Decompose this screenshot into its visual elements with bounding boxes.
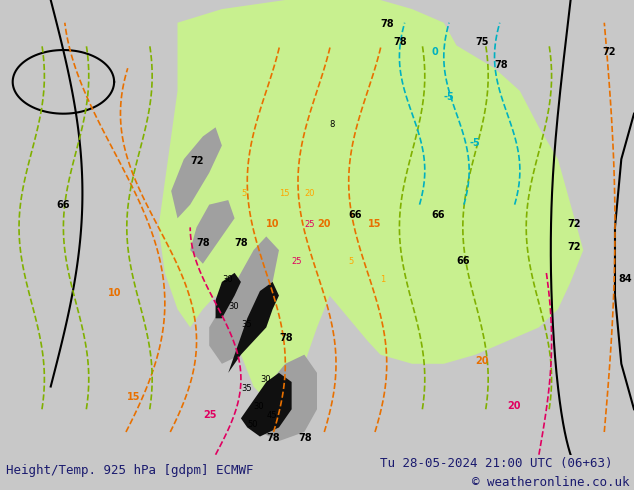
Text: 1: 1 <box>380 275 385 284</box>
Text: 30: 30 <box>254 402 264 411</box>
Text: -5: -5 <box>469 138 480 147</box>
Text: 5: 5 <box>241 189 246 197</box>
Polygon shape <box>209 237 279 364</box>
Polygon shape <box>254 355 317 441</box>
Polygon shape <box>241 373 292 437</box>
Polygon shape <box>190 200 235 264</box>
Text: 78: 78 <box>495 60 508 70</box>
Text: 8: 8 <box>330 121 335 129</box>
Text: 25: 25 <box>304 220 315 229</box>
Text: 10: 10 <box>266 220 280 229</box>
Text: 15: 15 <box>368 220 381 229</box>
Text: 30: 30 <box>260 375 271 384</box>
Text: 78: 78 <box>393 37 406 48</box>
Text: 72: 72 <box>567 220 581 229</box>
Text: 78: 78 <box>298 433 311 443</box>
Text: 5: 5 <box>349 257 354 266</box>
Text: 20: 20 <box>317 220 330 229</box>
Text: 20: 20 <box>304 189 315 197</box>
Text: 35: 35 <box>241 384 252 393</box>
Text: 50: 50 <box>247 420 258 429</box>
Text: 20: 20 <box>507 401 521 411</box>
Text: 78: 78 <box>235 238 248 247</box>
Text: 66: 66 <box>56 199 70 210</box>
Text: 25: 25 <box>292 257 302 266</box>
Text: 10: 10 <box>108 288 121 297</box>
Polygon shape <box>171 127 222 218</box>
Text: 78: 78 <box>197 238 210 247</box>
Text: © weatheronline.co.uk: © weatheronline.co.uk <box>472 476 630 490</box>
Text: Tu 28-05-2024 21:00 UTC (06+63): Tu 28-05-2024 21:00 UTC (06+63) <box>380 457 613 470</box>
Text: 78: 78 <box>266 433 280 443</box>
Text: Height/Temp. 925 hPa [gdpm] ECMWF: Height/Temp. 925 hPa [gdpm] ECMWF <box>6 464 254 477</box>
Polygon shape <box>216 273 241 318</box>
Text: 78: 78 <box>380 19 394 29</box>
Polygon shape <box>158 0 583 400</box>
Text: 20: 20 <box>476 356 489 366</box>
Text: 25: 25 <box>203 410 216 420</box>
Text: 15: 15 <box>279 189 290 197</box>
Text: 78: 78 <box>279 333 292 343</box>
Text: 72: 72 <box>190 156 204 166</box>
Text: 35: 35 <box>241 320 252 329</box>
Polygon shape <box>380 46 520 191</box>
Text: 66: 66 <box>431 210 444 221</box>
Text: 0: 0 <box>431 47 438 56</box>
Text: 66: 66 <box>349 210 362 221</box>
Polygon shape <box>228 282 279 373</box>
Text: 66: 66 <box>456 256 470 266</box>
Text: 30: 30 <box>228 302 239 311</box>
Text: 72: 72 <box>602 47 616 56</box>
Text: -5: -5 <box>444 92 455 102</box>
Text: 84: 84 <box>618 274 631 284</box>
Text: 75: 75 <box>476 37 489 48</box>
Text: 72: 72 <box>567 242 581 252</box>
Text: 45: 45 <box>266 411 277 420</box>
Text: 30: 30 <box>222 275 233 284</box>
Text: 15: 15 <box>127 392 140 402</box>
